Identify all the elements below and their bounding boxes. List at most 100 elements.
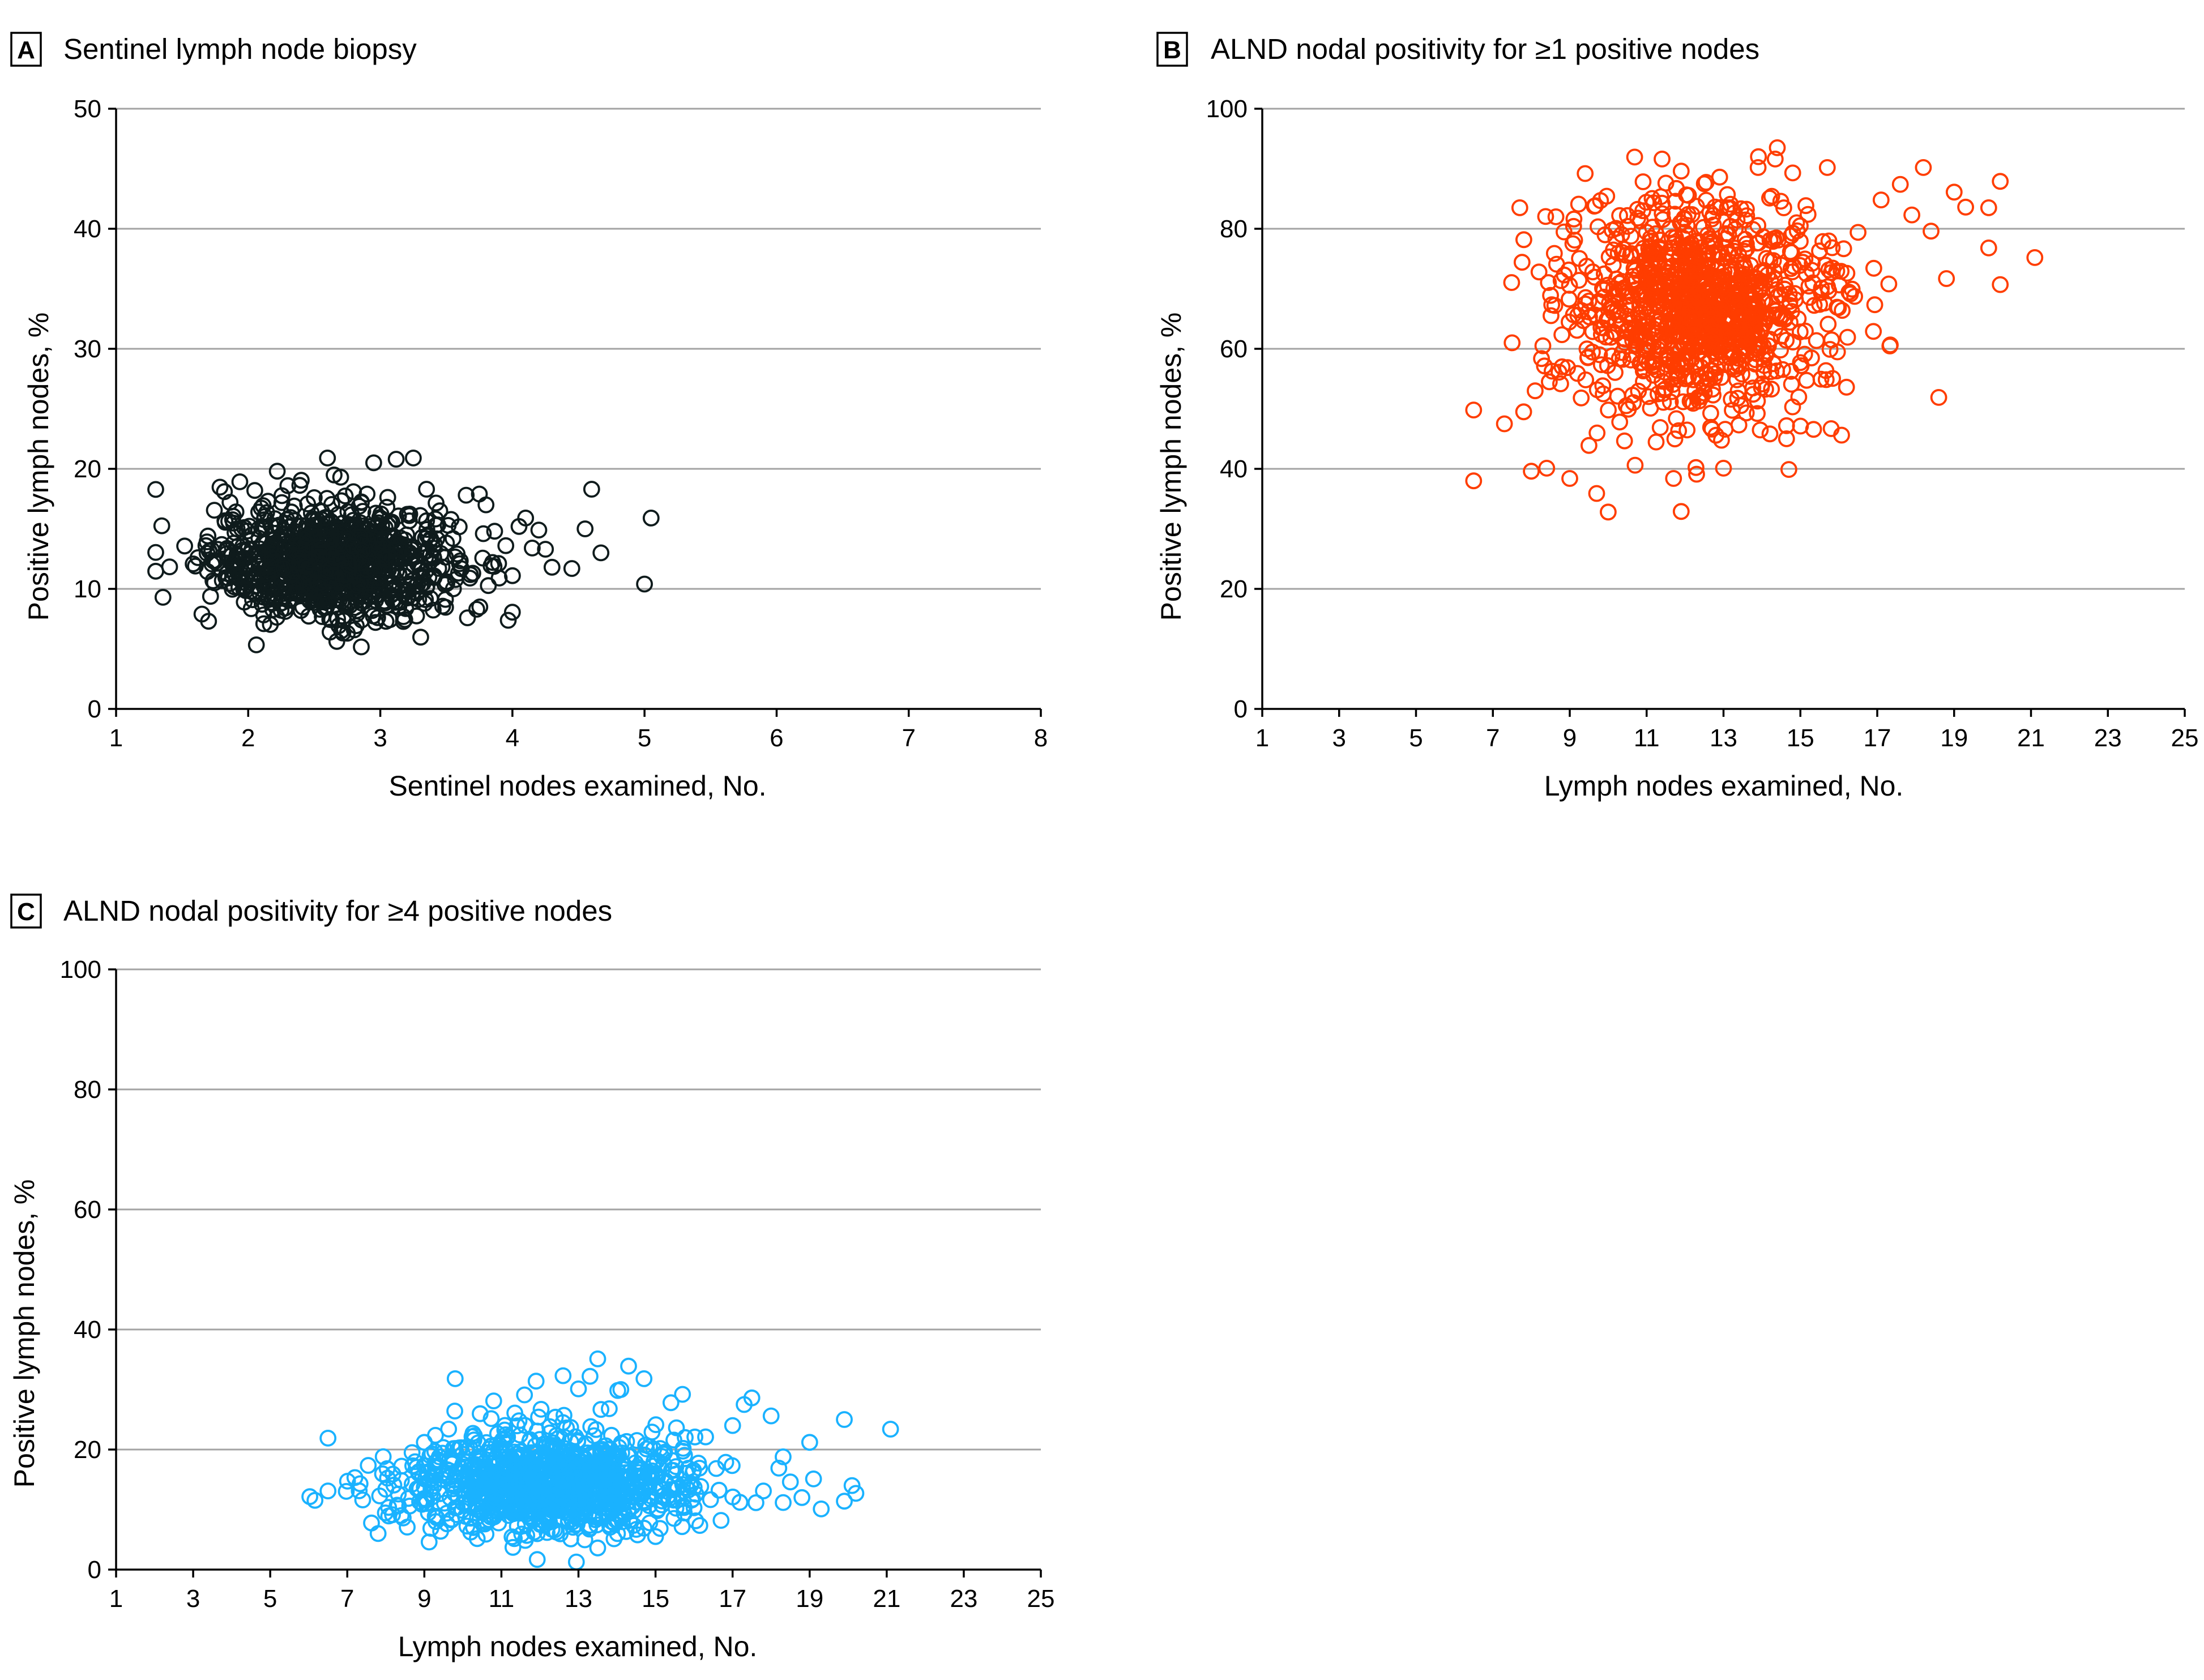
data-point xyxy=(297,558,314,575)
data-point xyxy=(1835,240,1852,258)
data-point xyxy=(1712,431,1730,449)
data-point xyxy=(1672,267,1689,285)
data-point xyxy=(418,512,435,529)
data-point xyxy=(702,1491,719,1508)
data-point xyxy=(1678,217,1696,234)
data-point xyxy=(271,595,289,613)
data-point xyxy=(1702,315,1720,332)
data-point xyxy=(217,569,234,586)
data-point xyxy=(390,507,407,525)
data-point xyxy=(1626,148,1643,166)
data-point xyxy=(633,1485,650,1503)
data-point xyxy=(1538,460,1556,477)
data-point xyxy=(1663,272,1680,290)
data-point xyxy=(1659,315,1677,332)
data-point xyxy=(589,1350,606,1367)
data-point xyxy=(1799,206,1817,223)
data-point xyxy=(1680,329,1698,347)
data-point xyxy=(206,502,223,519)
x-axis-label: Lymph nodes examined, No. xyxy=(1544,770,1904,802)
data-point xyxy=(496,1451,513,1469)
data-point xyxy=(1755,363,1772,380)
data-point xyxy=(1537,208,1554,225)
data-point xyxy=(1778,430,1795,447)
data-point xyxy=(291,477,309,494)
data-point xyxy=(1772,193,1789,210)
x-tick-label: 3 xyxy=(186,1585,200,1613)
data-point xyxy=(430,1448,448,1465)
data-point xyxy=(575,1481,593,1498)
data-point xyxy=(255,615,272,632)
data-point xyxy=(1673,350,1691,367)
data-point xyxy=(1957,198,1975,216)
data-point xyxy=(326,466,343,484)
data-point xyxy=(882,1421,899,1438)
data-point xyxy=(475,525,492,542)
data-point xyxy=(1646,356,1663,374)
data-point xyxy=(1551,364,1567,381)
data-point xyxy=(1786,285,1804,302)
data-point xyxy=(202,588,219,605)
data-point xyxy=(674,1386,691,1403)
data-point xyxy=(147,544,164,561)
data-point xyxy=(278,515,296,532)
data-point xyxy=(1552,375,1569,392)
data-point xyxy=(1584,343,1601,361)
data-point xyxy=(582,1367,599,1385)
data-point xyxy=(425,601,442,619)
data-point xyxy=(1833,426,1850,444)
data-point xyxy=(365,454,382,472)
x-axis-label: Sentinel nodes examined, No. xyxy=(388,770,766,802)
data-point xyxy=(1838,378,1855,396)
data-point xyxy=(1545,245,1563,262)
data-point xyxy=(1706,198,1724,216)
data-point xyxy=(1865,259,1882,277)
data-point xyxy=(1511,199,1528,216)
data-point xyxy=(528,1551,546,1568)
data-point xyxy=(1715,281,1732,299)
x-tick-label: 13 xyxy=(1710,724,1737,752)
data-point xyxy=(645,1440,663,1458)
data-point xyxy=(1694,301,1712,318)
x-tick-label: 19 xyxy=(796,1585,823,1613)
data-point xyxy=(1915,159,1932,176)
data-point xyxy=(413,1495,430,1512)
data-point xyxy=(1616,432,1633,450)
data-point xyxy=(801,1434,818,1451)
data-point xyxy=(1945,183,1963,201)
data-point xyxy=(218,542,236,559)
data-point xyxy=(674,1439,692,1457)
data-point xyxy=(589,1539,606,1557)
data-point xyxy=(339,503,357,520)
x-tick-label: 1 xyxy=(109,724,123,752)
data-point xyxy=(200,613,217,630)
data-point xyxy=(499,1428,516,1446)
data-point xyxy=(456,1482,474,1499)
data-point xyxy=(472,1405,489,1422)
data-point xyxy=(1881,337,1899,354)
data-point xyxy=(1592,356,1610,373)
data-point xyxy=(1727,220,1744,238)
x-tick-label: 25 xyxy=(1027,1585,1055,1613)
data-point xyxy=(1599,503,1617,521)
data-point xyxy=(445,580,462,597)
data-point xyxy=(480,577,497,595)
x-tick-label: 8 xyxy=(1034,724,1048,752)
data-point xyxy=(1808,332,1825,349)
data-point xyxy=(1686,309,1703,327)
data-point xyxy=(526,1485,544,1503)
data-point xyxy=(425,1477,443,1495)
data-point xyxy=(434,1444,451,1462)
data-point xyxy=(458,1517,476,1535)
data-point xyxy=(1689,335,1707,352)
data-point xyxy=(323,611,340,629)
data-point xyxy=(390,598,408,615)
data-point xyxy=(1714,300,1731,317)
data-point xyxy=(493,1490,510,1508)
data-point xyxy=(497,537,515,554)
data-point xyxy=(1938,270,1955,287)
data-point xyxy=(437,599,454,616)
data-point xyxy=(422,1520,439,1537)
data-point xyxy=(1716,421,1734,438)
data-point xyxy=(1725,291,1742,309)
